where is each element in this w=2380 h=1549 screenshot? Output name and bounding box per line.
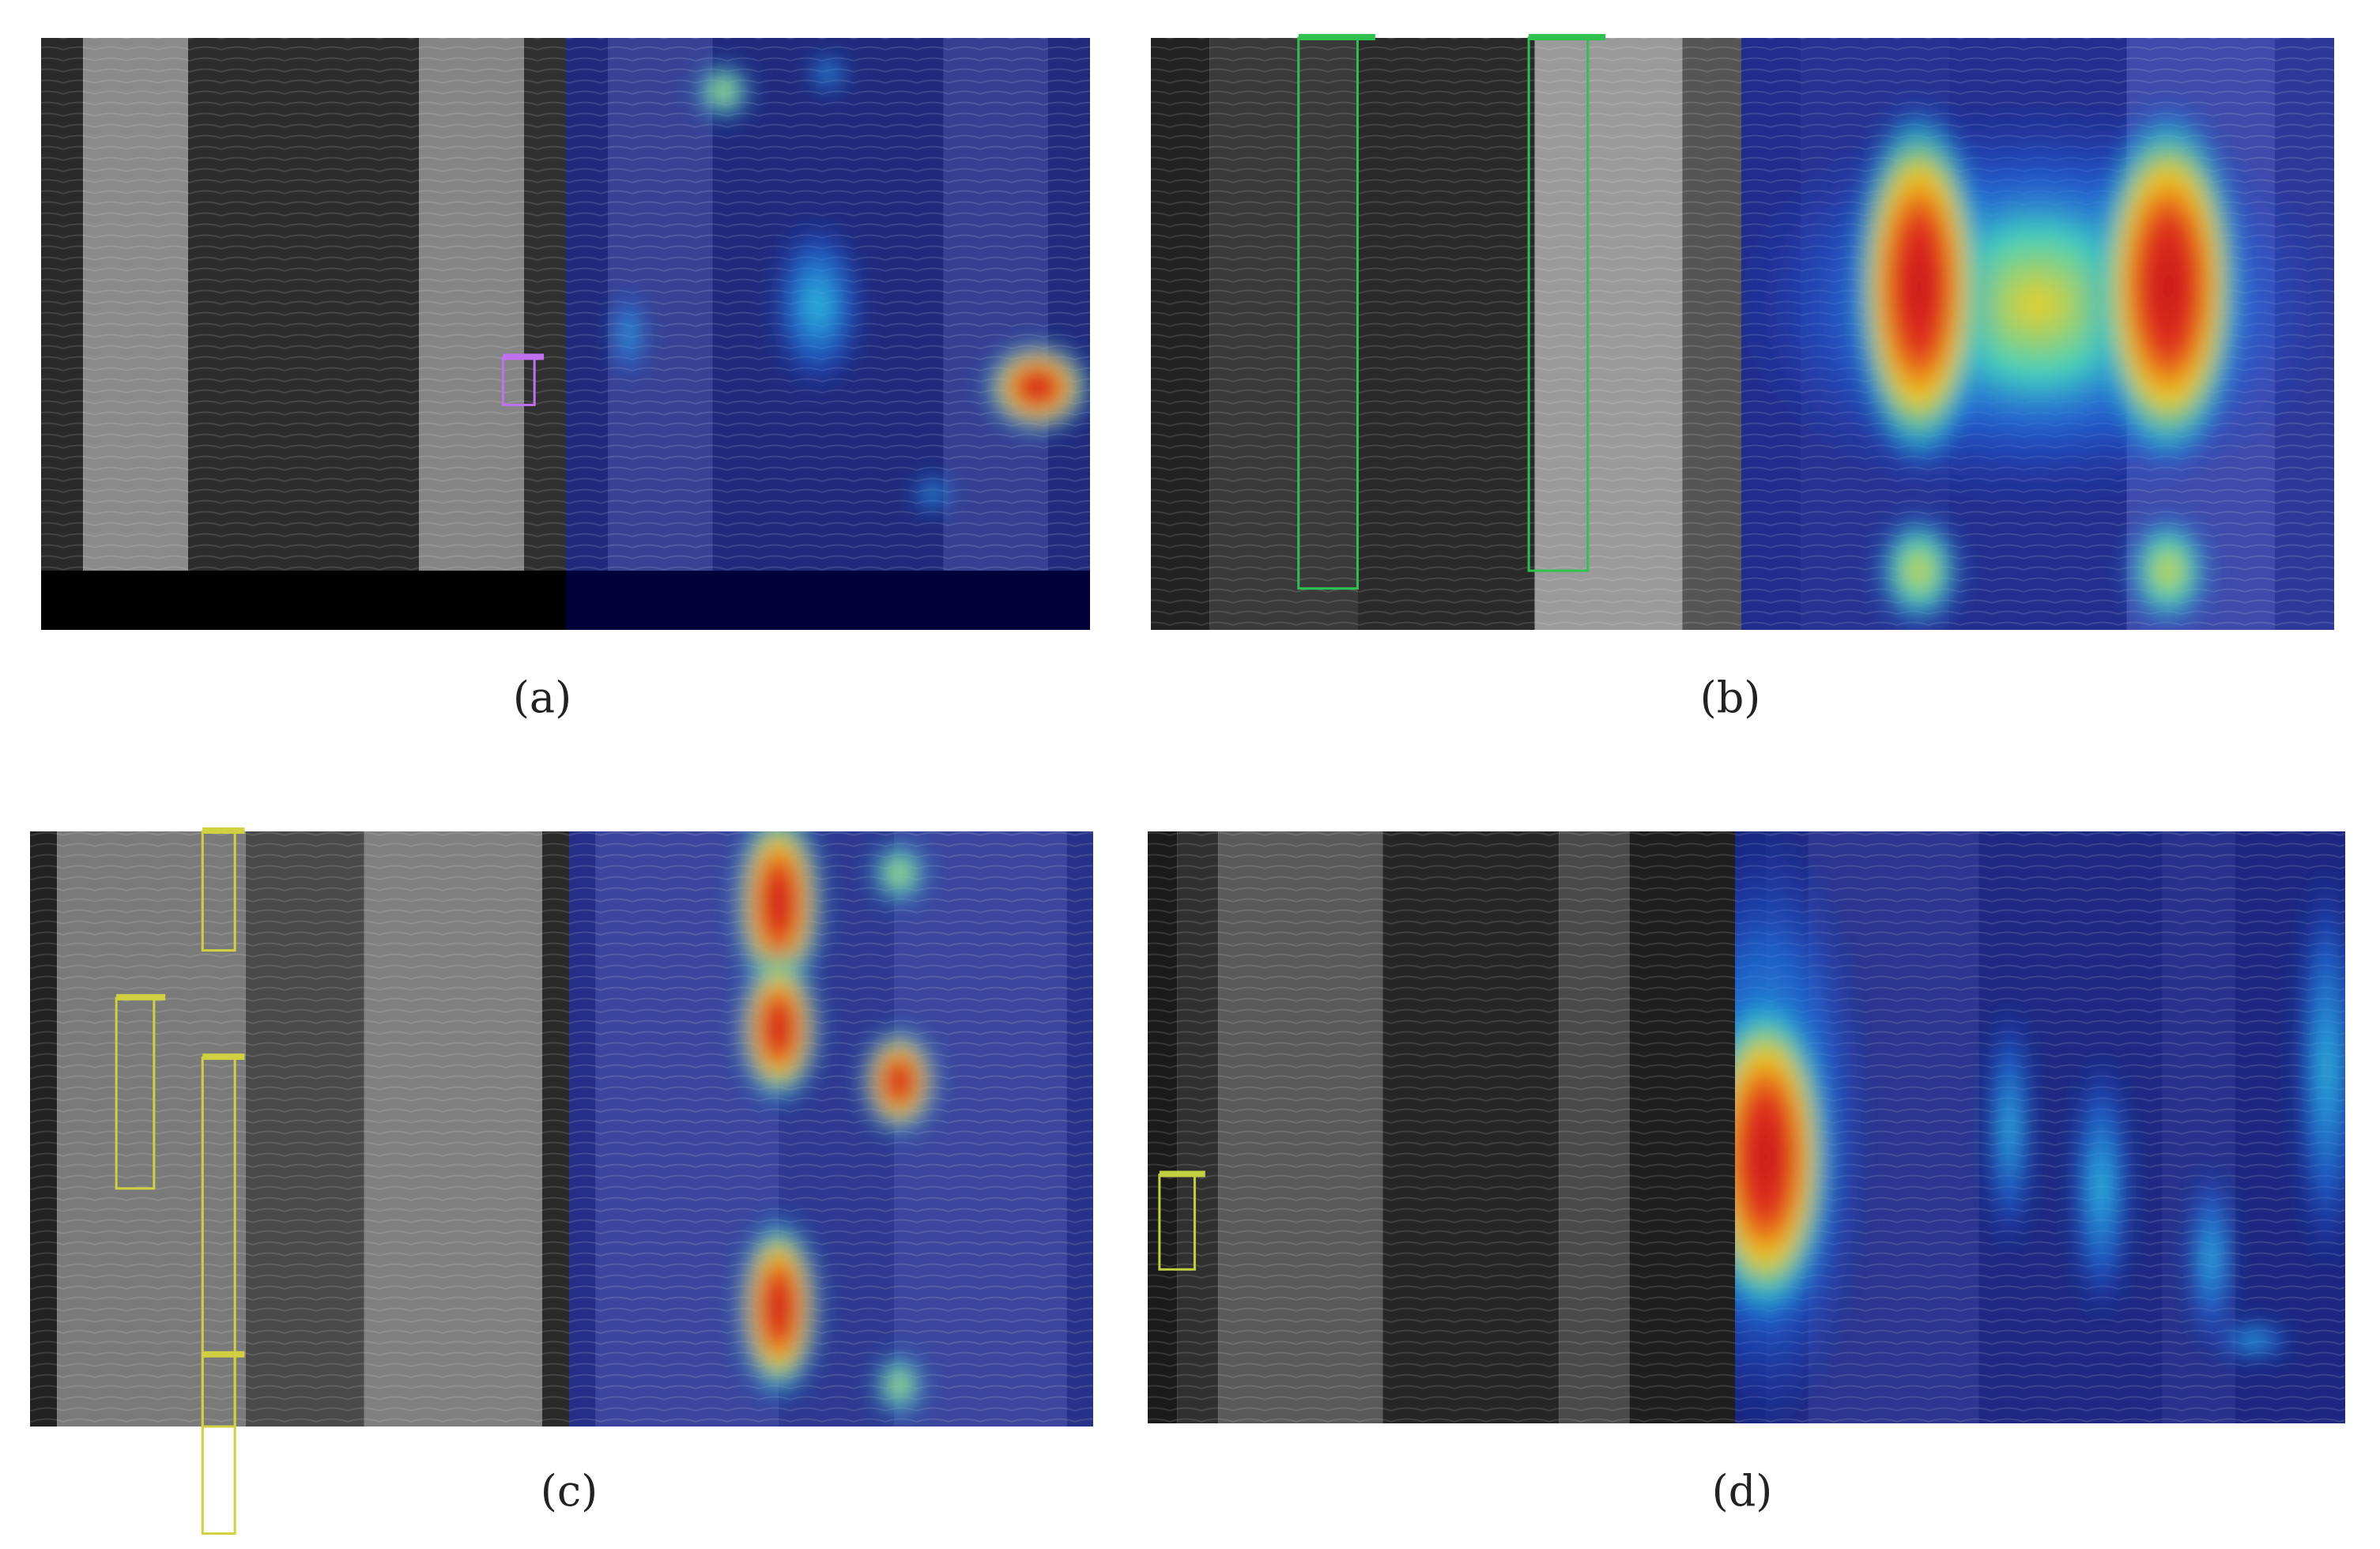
texture <box>30 831 569 1427</box>
activation-blob <box>735 948 823 1107</box>
activation-blob <box>871 1349 927 1421</box>
activation-blob <box>982 339 1090 435</box>
activation-blob <box>859 1026 939 1137</box>
box-label <box>202 1053 245 1061</box>
texture <box>1148 831 1735 1423</box>
panel: (b) <box>1151 34 2334 722</box>
box-label <box>1529 34 1606 40</box>
texture <box>41 38 566 630</box>
xray-image <box>41 38 566 630</box>
activation-blob <box>2121 507 2216 630</box>
activation-blob <box>2089 96 2247 477</box>
activation-blob <box>2214 1321 2294 1361</box>
heatmap <box>1741 38 2334 630</box>
caption: (d) <box>1712 1466 1773 1516</box>
activation-blob <box>2069 1052 2133 1321</box>
activation <box>731 831 939 1421</box>
activation <box>613 53 1090 514</box>
box-label <box>202 1351 245 1358</box>
caption: (b) <box>1700 673 1761 722</box>
heatmap <box>569 831 1093 1427</box>
activation-blob <box>770 217 866 392</box>
activation-blob <box>913 473 953 514</box>
activation-blob <box>2187 1163 2235 1353</box>
xray-image <box>1148 831 1735 1423</box>
activation-blob <box>1735 983 1837 1331</box>
dark-band <box>566 571 1090 630</box>
activation-blob <box>1848 96 1990 477</box>
activation-blob <box>2295 862 2345 1274</box>
activation-blob <box>691 59 755 123</box>
texture <box>569 831 1093 1427</box>
activation-blob <box>735 1212 823 1403</box>
panel: (a) <box>41 38 1090 722</box>
activation <box>1735 831 2345 1423</box>
caption: (c) <box>541 1466 598 1516</box>
box-label <box>116 993 166 1001</box>
black-band <box>41 571 566 630</box>
caption: (a) <box>513 673 571 722</box>
panel: (c) <box>30 827 1093 1536</box>
panel: (d) <box>1148 831 2345 1516</box>
box-label <box>1159 1170 1205 1178</box>
box-label <box>503 353 545 360</box>
activation-blob <box>1872 507 1967 630</box>
box-label <box>1298 34 1375 40</box>
heatmap <box>1735 831 2345 1423</box>
box-label <box>202 827 245 834</box>
activation <box>1741 96 2334 630</box>
activation-blob <box>1986 1001 2034 1254</box>
activation-blob <box>808 53 848 93</box>
heatmap <box>566 38 1090 630</box>
xray-image <box>1151 34 1741 630</box>
activation-blob <box>613 286 645 382</box>
activation-blob <box>867 837 931 909</box>
texture <box>1151 38 1741 630</box>
xray-image <box>30 827 569 1536</box>
